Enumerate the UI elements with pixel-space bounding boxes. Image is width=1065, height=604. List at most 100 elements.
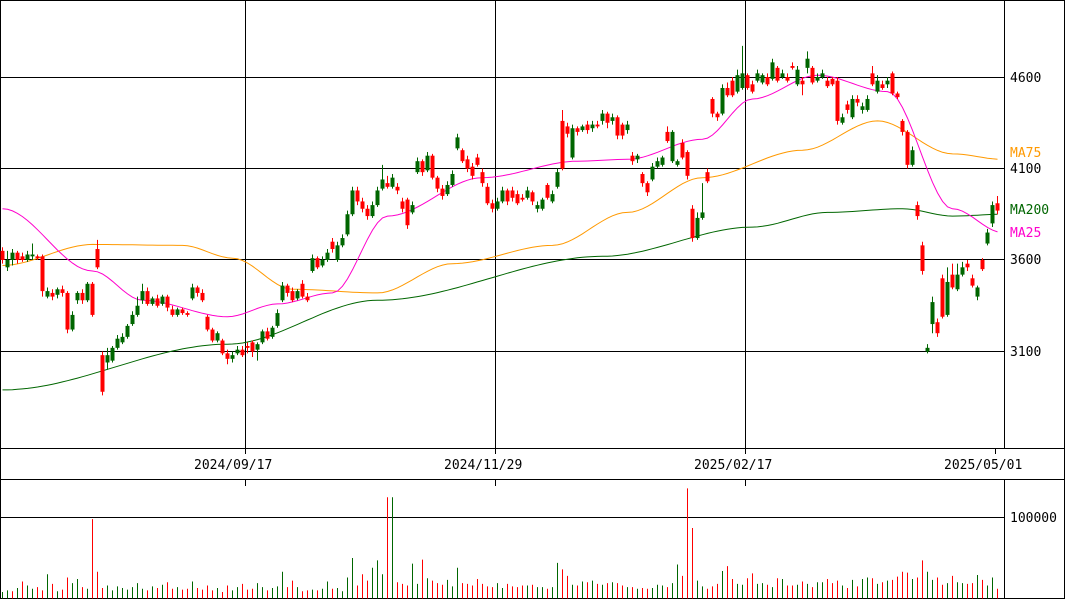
date-tick-label: 2024/11/29 <box>444 458 522 473</box>
candle-body <box>420 161 425 173</box>
candle-body <box>665 131 670 142</box>
candle-body <box>975 287 980 297</box>
candle-body <box>965 263 970 268</box>
candlestick <box>325 249 330 262</box>
candle-body <box>295 291 300 299</box>
candle-body <box>495 201 500 209</box>
candle-body <box>275 313 280 326</box>
candle-body <box>810 67 815 83</box>
candlestick <box>785 73 790 83</box>
ma200-line <box>2 208 998 391</box>
candlestick <box>200 289 205 303</box>
candle-body <box>910 150 915 165</box>
candlestick <box>5 250 10 271</box>
candle-body <box>0 250 5 260</box>
candlestick <box>10 249 15 266</box>
candlestick <box>75 291 80 304</box>
candle-body <box>925 347 930 352</box>
candle-body <box>60 289 65 293</box>
candlestick <box>300 280 305 299</box>
candlestick <box>565 122 570 138</box>
candlestick <box>845 100 850 114</box>
candlestick <box>280 281 285 303</box>
candlestick <box>595 120 600 129</box>
candlestick <box>940 274 945 319</box>
date-axis-strip <box>0 448 1065 480</box>
candlestick <box>35 254 40 260</box>
candle-body <box>380 179 385 189</box>
candlestick <box>490 199 495 213</box>
candlestick <box>995 195 1000 215</box>
candle-body <box>195 287 200 293</box>
candle-body <box>670 131 675 162</box>
candlestick <box>850 95 855 120</box>
candlestick <box>920 241 925 275</box>
candlestick <box>985 228 990 246</box>
candle-body <box>445 184 450 195</box>
volume-bars <box>2 488 998 599</box>
candle-body <box>375 190 380 206</box>
candlestick <box>130 311 135 326</box>
candlestick <box>385 175 390 189</box>
candle-body <box>165 296 170 308</box>
candle-body <box>250 342 255 352</box>
candlestick <box>830 77 835 87</box>
candlestick <box>925 344 930 354</box>
candle-body <box>785 77 790 81</box>
candlestick <box>970 274 975 288</box>
candle-body <box>305 296 310 301</box>
candlestick <box>45 287 50 299</box>
candle-body <box>345 214 350 235</box>
candlestick <box>740 45 745 90</box>
date-tick-label: 2024/09/17 <box>194 458 272 473</box>
candle-body <box>210 329 215 341</box>
candle-body <box>600 113 605 121</box>
candle-body <box>630 155 635 162</box>
candle-body <box>840 117 845 123</box>
candlestick <box>645 181 650 196</box>
candle-body <box>10 252 15 260</box>
candlestick <box>730 77 735 98</box>
candle-body <box>830 78 835 85</box>
candle-body <box>990 205 995 224</box>
price-tick-label: 4600 <box>1010 71 1041 86</box>
candle-body <box>365 208 370 217</box>
candle-body <box>920 245 925 271</box>
candle-body <box>635 155 640 160</box>
candle-body <box>685 152 690 176</box>
candlestick <box>360 197 365 213</box>
candlestick <box>465 155 470 173</box>
candlestick <box>50 289 55 301</box>
candle-body <box>245 346 250 348</box>
candlestick <box>410 201 415 215</box>
candle-body <box>755 73 760 81</box>
candlestick <box>230 351 235 363</box>
candlestick <box>525 186 530 200</box>
candle-body <box>40 256 45 292</box>
candlestick <box>875 75 880 94</box>
ma75-legend-label: MA75 <box>1010 146 1041 161</box>
candlestick <box>780 69 785 79</box>
candlestick <box>550 190 555 204</box>
candle-body <box>530 192 535 202</box>
candle-body <box>55 289 60 295</box>
candle-body <box>960 267 965 275</box>
candlestick <box>375 186 380 207</box>
candlestick <box>750 80 755 94</box>
candle-body <box>390 177 395 187</box>
candle-body <box>550 194 555 202</box>
candle-body <box>265 331 270 339</box>
candlestick <box>865 95 870 112</box>
candlestick <box>270 325 275 339</box>
candle-body <box>515 194 520 204</box>
price-tick-label: 4100 <box>1010 162 1041 177</box>
candlestick <box>725 82 730 98</box>
candle-body <box>615 117 620 136</box>
candlestick <box>975 285 980 301</box>
candlestick <box>350 186 355 217</box>
candle-body <box>870 73 875 85</box>
candlestick <box>160 294 165 306</box>
candle-body <box>595 124 600 127</box>
candlestick <box>25 250 30 262</box>
candle-body <box>995 203 1000 211</box>
